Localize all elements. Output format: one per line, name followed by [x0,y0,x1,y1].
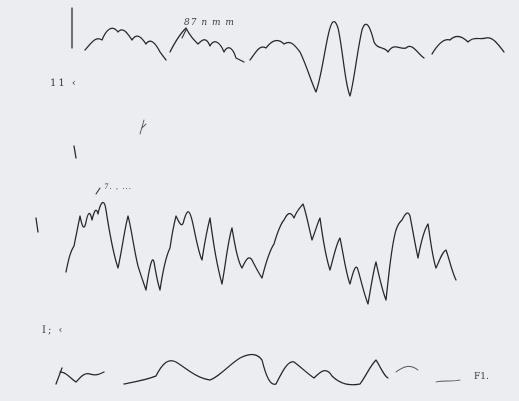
upper-waveform-trace [71,7,505,97]
middle-left-tick-mark [35,217,39,233]
upper-trace-segment-1 [84,27,167,61]
lower-waveform-trace [55,353,461,386]
lower-trace-segment-4 [435,379,461,383]
small-hatch-mark [139,119,147,135]
middle-waveform-trace [65,187,457,305]
upper-trace-segment-4 [431,35,505,55]
upper-trace-annotation: 87 n m m [184,18,235,28]
upper-trace-segment-2 [169,27,245,63]
left-label-second: I; ‹ [42,325,65,336]
lower-trace-segment-3 [395,365,419,373]
lower-trace-segment-1 [55,367,105,385]
left-label-first: 11 ‹ [50,78,78,89]
middle-trace-annotation: 7. , ... [104,183,133,191]
upper-trace-segment-3 [249,20,425,97]
middle-trace-line [65,201,457,305]
figure-corner-label: F1. [474,372,489,382]
left-tick-mark [73,145,77,159]
middle-trace-mark [95,187,101,195]
upper-trace-mark [181,29,187,39]
stray-marks [35,119,147,233]
lower-trace-segment-2 [123,353,389,386]
